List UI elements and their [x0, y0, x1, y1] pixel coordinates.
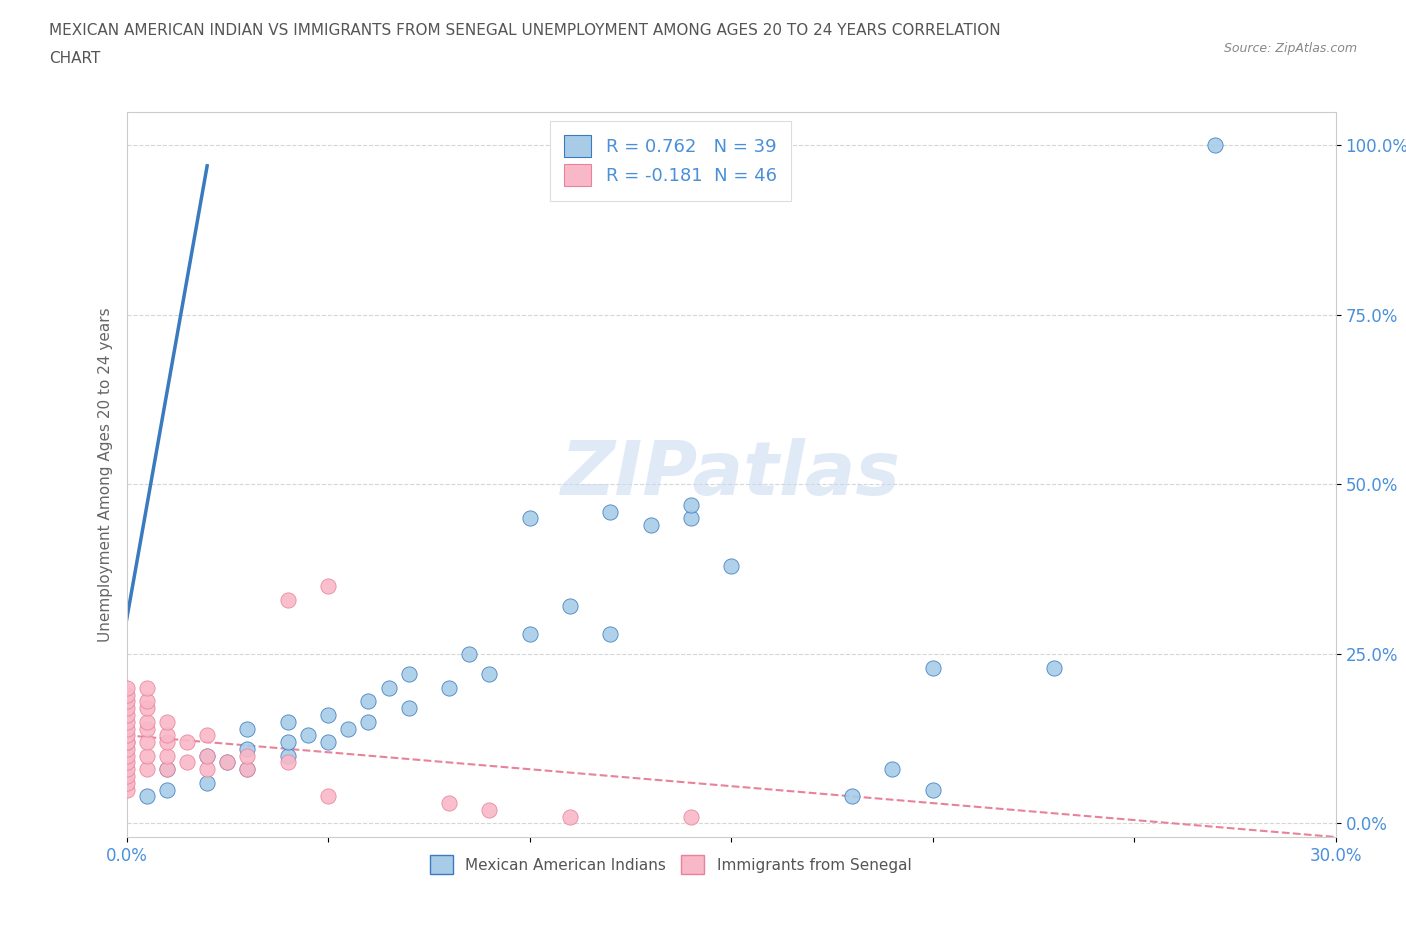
Point — [195, 776, 218, 790]
Point — [176, 735, 198, 750]
Point — [478, 803, 501, 817]
Point — [640, 518, 662, 533]
Point — [236, 721, 259, 736]
Point — [156, 728, 179, 743]
Point — [115, 749, 138, 764]
Point — [316, 789, 339, 804]
Point — [115, 735, 138, 750]
Point — [337, 721, 360, 736]
Point — [1042, 660, 1064, 675]
Point — [316, 578, 339, 593]
Point — [599, 504, 621, 519]
Point — [599, 626, 621, 641]
Point — [115, 721, 138, 736]
Point — [195, 749, 218, 764]
Point — [156, 762, 179, 777]
Point — [115, 728, 138, 743]
Point — [316, 735, 339, 750]
Point — [679, 511, 702, 525]
Point — [398, 667, 420, 682]
Point — [720, 558, 742, 573]
Point — [236, 762, 259, 777]
Point — [115, 714, 138, 729]
Point — [236, 749, 259, 764]
Point — [115, 735, 138, 750]
Point — [135, 694, 157, 709]
Text: MEXICAN AMERICAN INDIAN VS IMMIGRANTS FROM SENEGAL UNEMPLOYMENT AMONG AGES 20 TO: MEXICAN AMERICAN INDIAN VS IMMIGRANTS FR… — [49, 23, 1001, 38]
Point — [115, 681, 138, 696]
Point — [115, 776, 138, 790]
Point — [135, 762, 157, 777]
Text: CHART: CHART — [49, 51, 101, 66]
Point — [398, 700, 420, 715]
Point — [115, 782, 138, 797]
Point — [921, 782, 943, 797]
Point — [135, 749, 157, 764]
Point — [1204, 138, 1226, 153]
Point — [135, 735, 157, 750]
Point — [277, 714, 299, 729]
Point — [437, 796, 460, 811]
Legend: Mexican American Indians, Immigrants from Senegal: Mexican American Indians, Immigrants fro… — [425, 849, 917, 880]
Point — [679, 809, 702, 824]
Point — [156, 782, 179, 797]
Point — [195, 728, 218, 743]
Text: Source: ZipAtlas.com: Source: ZipAtlas.com — [1223, 42, 1357, 55]
Point — [115, 694, 138, 709]
Point — [519, 626, 541, 641]
Point — [115, 741, 138, 756]
Point — [195, 762, 218, 777]
Point — [135, 681, 157, 696]
Text: ZIPatlas: ZIPatlas — [561, 438, 901, 511]
Point — [135, 789, 157, 804]
Point — [156, 735, 179, 750]
Point — [297, 728, 319, 743]
Point — [115, 762, 138, 777]
Point — [882, 762, 904, 777]
Point — [437, 681, 460, 696]
Point — [921, 660, 943, 675]
Point — [458, 646, 481, 661]
Point — [176, 755, 198, 770]
Point — [217, 755, 239, 770]
Point — [115, 755, 138, 770]
Point — [277, 592, 299, 607]
Point — [277, 735, 299, 750]
Point — [377, 681, 399, 696]
Point — [156, 749, 179, 764]
Point — [115, 687, 138, 702]
Point — [156, 714, 179, 729]
Point — [679, 498, 702, 512]
Point — [478, 667, 501, 682]
Point — [115, 700, 138, 715]
Point — [135, 700, 157, 715]
Point — [277, 749, 299, 764]
Point — [558, 809, 581, 824]
Point — [357, 714, 380, 729]
Point — [236, 741, 259, 756]
Point — [135, 721, 157, 736]
Point — [277, 755, 299, 770]
Point — [236, 762, 259, 777]
Point — [135, 714, 157, 729]
Point — [156, 762, 179, 777]
Point — [519, 511, 541, 525]
Point — [217, 755, 239, 770]
Y-axis label: Unemployment Among Ages 20 to 24 years: Unemployment Among Ages 20 to 24 years — [97, 307, 112, 642]
Point — [357, 694, 380, 709]
Point — [115, 708, 138, 723]
Point — [841, 789, 863, 804]
Point — [195, 749, 218, 764]
Point — [316, 708, 339, 723]
Point — [558, 599, 581, 614]
Point — [115, 768, 138, 783]
